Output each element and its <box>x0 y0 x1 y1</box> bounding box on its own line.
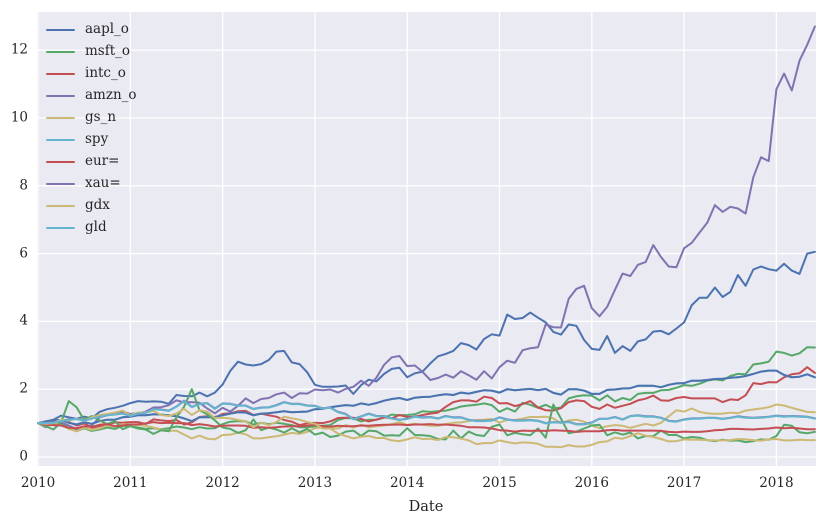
series-line-gdx <box>37 407 816 449</box>
legend-color-swatch <box>46 226 75 230</box>
series-line-gld <box>37 400 816 426</box>
x-tick-label: 2015 <box>482 475 517 491</box>
y-tick-label: 4 <box>19 312 28 329</box>
x-tick-label: 2017 <box>666 475 702 491</box>
x-tick-label: 2014 <box>390 475 425 491</box>
legend-label: intc_o <box>85 65 126 82</box>
legend-item: eur= <box>46 151 137 173</box>
y-tick-label: 0 <box>19 448 28 465</box>
legend-label: eur= <box>85 153 120 170</box>
series-line-intc_o <box>37 366 816 429</box>
legend-label: gs_n <box>85 109 117 126</box>
legend-label: aapl_o <box>85 21 129 38</box>
legend-item: intc_o <box>46 63 137 85</box>
y-tick-label: 10 <box>10 109 28 126</box>
series-line-amzn_o <box>37 25 816 431</box>
legend-label: gdx <box>85 197 110 214</box>
legend-item: gdx <box>46 195 137 217</box>
legend-item: xau= <box>46 173 137 195</box>
series-line-msft_o <box>37 346 816 433</box>
x-tick-label: 2016 <box>574 475 609 491</box>
legend-item: spy <box>46 129 137 151</box>
legend-label: xau= <box>85 175 121 192</box>
x-tick-label: 2018 <box>759 475 794 491</box>
legend-color-swatch <box>46 182 75 186</box>
legend-item: amzn_o <box>46 85 137 107</box>
series-line-unlabeled_green <box>37 388 816 444</box>
legend-color-swatch <box>46 138 75 142</box>
legend-item: msft_o <box>46 41 137 63</box>
y-tick-label: 12 <box>10 41 28 58</box>
legend-color-swatch <box>46 50 75 54</box>
legend-item: aapl_o <box>46 19 137 41</box>
plot-background <box>37 12 816 466</box>
legend-item: gs_n <box>46 107 137 129</box>
series-line-eur= <box>37 421 816 434</box>
legend-color-swatch <box>46 160 75 164</box>
legend-item: gld <box>46 217 137 239</box>
y-tick-label: 6 <box>19 244 28 261</box>
x-tick-label: 2010 <box>20 475 56 491</box>
legend: aapl_o msft_o intc_o amzn_o gs_n spy eur… <box>46 19 137 239</box>
x-tick-label: 2012 <box>205 475 240 491</box>
legend-color-swatch <box>46 94 75 98</box>
x-tick-label: 2011 <box>113 475 148 491</box>
legend-label: gld <box>85 219 107 236</box>
legend-color-swatch <box>46 72 75 76</box>
x-axis-label: Date <box>408 499 444 515</box>
y-tick-label: 2 <box>19 380 28 397</box>
legend-label: spy <box>85 131 109 148</box>
y-tick-label: 8 <box>19 177 28 194</box>
x-tick-label: 2013 <box>297 475 333 491</box>
legend-color-swatch <box>46 28 75 32</box>
legend-label: amzn_o <box>85 87 137 104</box>
series-line-aapl_o <box>37 250 816 425</box>
legend-color-swatch <box>46 116 75 120</box>
legend-label: msft_o <box>85 43 131 60</box>
legend-color-swatch <box>46 204 75 208</box>
